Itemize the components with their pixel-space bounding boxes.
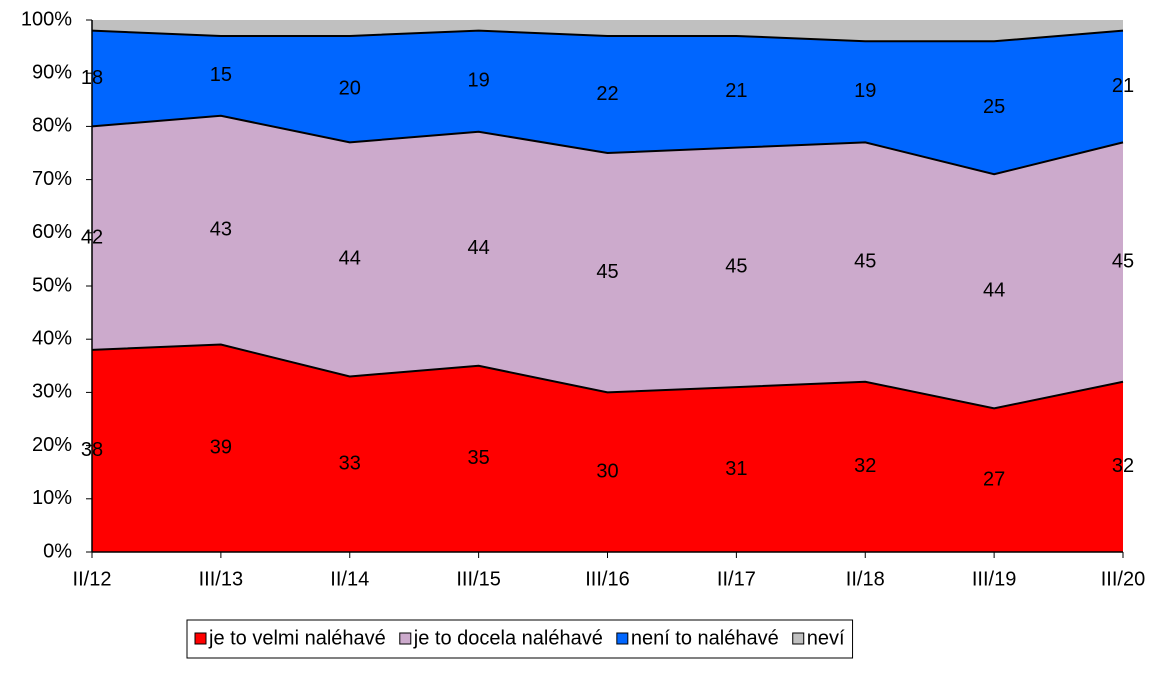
data-label: 22 — [596, 83, 618, 105]
y-tick-label: 20% — [32, 434, 72, 456]
data-label: 44 — [983, 280, 1005, 302]
legend-box — [186, 619, 854, 659]
data-label: 19 — [468, 69, 490, 91]
area — [92, 30, 1123, 175]
data-label: 32 — [1112, 455, 1134, 477]
data-label: 21 — [1112, 75, 1134, 97]
legend-swatch — [616, 632, 629, 645]
y-tick-label: 100% — [21, 8, 72, 30]
y-tick-label: 90% — [32, 61, 72, 83]
area — [92, 115, 1123, 409]
data-label: 19 — [854, 80, 876, 102]
data-label: 32 — [854, 455, 876, 477]
data-label: 43 — [210, 218, 232, 240]
x-tick-label: II/14 — [330, 568, 369, 590]
data-label: 20 — [339, 77, 361, 99]
data-label: 39 — [210, 437, 232, 459]
y-tick-label: 10% — [32, 487, 72, 509]
data-label: 25 — [983, 96, 1005, 118]
y-tick-label: 40% — [32, 327, 72, 349]
y-tick-label: 30% — [32, 381, 72, 403]
x-tick-label: II/17 — [717, 568, 756, 590]
legend-label: neví — [807, 627, 845, 649]
data-label: 31 — [725, 458, 747, 480]
y-tick-label: 70% — [32, 168, 72, 190]
data-label: 27 — [983, 468, 1005, 490]
data-label: 44 — [468, 237, 490, 259]
data-label: 45 — [1112, 250, 1134, 272]
area-edge — [91, 29, 1124, 43]
y-tick-label: 0% — [43, 540, 72, 562]
data-label: 45 — [854, 250, 876, 272]
x-tick-label: III/20 — [1101, 568, 1145, 590]
y-tick-label: 60% — [32, 221, 72, 243]
data-label: 45 — [725, 256, 747, 278]
x-tick-label: III/16 — [585, 568, 629, 590]
area-edge — [91, 343, 1124, 410]
x-tick-label: II/18 — [846, 568, 885, 590]
y-tick-label: 80% — [32, 115, 72, 137]
data-label: 30 — [596, 460, 618, 482]
legend-swatch — [399, 632, 412, 645]
data-label: 44 — [339, 248, 361, 270]
x-tick-label: III/15 — [456, 568, 500, 590]
x-tick-label: III/19 — [972, 568, 1016, 590]
y-tick-label: 50% — [32, 274, 72, 296]
x-tick-label: II/12 — [73, 568, 112, 590]
x-tick-label: III/13 — [199, 568, 243, 590]
legend-label: není to naléhavé — [631, 627, 779, 649]
data-label: 21 — [725, 80, 747, 102]
data-label: 33 — [339, 453, 361, 475]
legend: je to velmi naléhavé je to docela naléhav… — [186, 619, 854, 659]
area — [92, 344, 1123, 552]
legend-swatch — [792, 632, 805, 645]
data-label: 45 — [596, 261, 618, 283]
area-edge — [91, 114, 1124, 176]
legend-label: je to velmi naléhavé — [208, 627, 386, 649]
legend-swatch — [194, 632, 207, 645]
data-label: 35 — [468, 447, 490, 469]
data-label: 15 — [210, 64, 232, 86]
legend-label: je to docela naléhavé — [413, 627, 603, 649]
